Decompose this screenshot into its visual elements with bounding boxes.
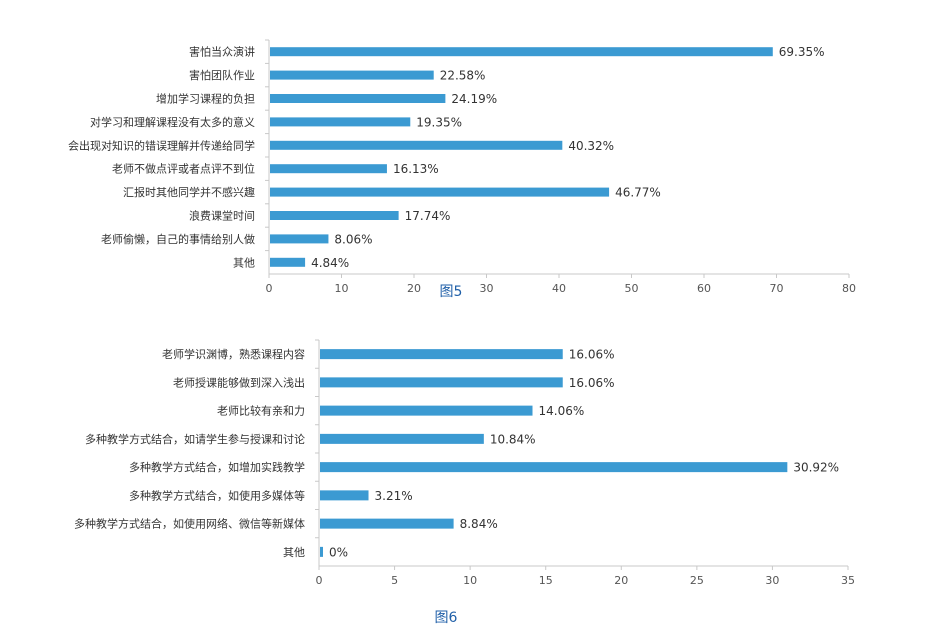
category-label: 会出现对知识的错误理解并传递给同学: [68, 138, 255, 152]
bar: [270, 211, 399, 220]
x-tick-label: 10: [463, 574, 477, 587]
bar: [270, 140, 563, 150]
bar: [270, 117, 411, 127]
bar: [320, 462, 788, 473]
category-label: 害怕当众演讲: [189, 45, 255, 59]
x-tick-label: 15: [539, 574, 553, 587]
category-label: 老师学识渊博，熟悉课程内容: [162, 347, 305, 361]
category-label: 浪费课堂时间: [189, 209, 255, 223]
bar: [270, 164, 387, 174]
x-tick-label: 20: [407, 282, 421, 295]
value-label: 8.06%: [334, 232, 372, 246]
value-label: 19.35%: [416, 115, 462, 129]
x-tick-label: 70: [770, 282, 784, 295]
bar: [320, 405, 533, 416]
bar: [270, 94, 446, 103]
bar: [270, 47, 773, 57]
x-tick-label: 30: [480, 282, 494, 295]
bar: [320, 518, 454, 529]
value-label: 0%: [329, 545, 348, 559]
category-label: 其他: [283, 546, 305, 559]
value-label: 16.06%: [569, 376, 615, 390]
bar: [270, 234, 329, 244]
bar: [320, 546, 323, 557]
bar: [320, 490, 369, 501]
category-label: 多种教学方式结合，如使用网络、微信等新媒体: [74, 517, 305, 531]
x-tick-label: 0: [266, 282, 273, 295]
x-tick-label: 60: [697, 282, 711, 295]
category-label: 老师比较有亲和力: [217, 404, 305, 418]
category-label: 其他: [233, 256, 255, 269]
x-tick-label: 50: [625, 282, 639, 295]
category-label: 对学习和理解课程没有太多的意义: [90, 115, 255, 129]
value-label: 30.92%: [793, 461, 839, 475]
category-label: 老师授课能够做到深入浅出: [173, 375, 305, 389]
bar: [270, 187, 610, 197]
x-tick-label: 30: [765, 574, 779, 587]
category-label: 多种教学方式结合，如使用多媒体等: [129, 488, 305, 502]
value-label: 69.35%: [779, 45, 825, 59]
bar: [320, 349, 563, 360]
value-label: 14.06%: [539, 404, 585, 418]
category-label: 老师偷懒，自己的事情给别人做: [101, 232, 255, 246]
x-tick-label: 25: [690, 574, 704, 587]
category-label: 增加学习课程的负担: [156, 92, 255, 106]
bar: [320, 433, 484, 444]
bar: [270, 257, 306, 267]
category-label: 多种教学方式结合，如增加实践教学: [129, 460, 305, 474]
x-tick-label: 0: [316, 574, 323, 587]
x-tick-label: 35: [841, 574, 855, 587]
value-label: 16.06%: [569, 348, 615, 362]
figure-caption: 图6: [435, 610, 458, 626]
value-label: 4.84%: [311, 256, 349, 270]
x-tick-label: 10: [335, 282, 349, 295]
x-tick-label: 20: [614, 574, 628, 587]
value-label: 24.19%: [451, 92, 497, 106]
value-label: 3.21%: [375, 489, 413, 503]
value-label: 40.32%: [568, 139, 614, 153]
value-label: 10.84%: [490, 432, 536, 446]
value-label: 17.74%: [405, 209, 451, 223]
category-label: 多种教学方式结合，如请学生参与授课和讨论: [85, 432, 305, 446]
bar: [270, 70, 434, 80]
bar: [320, 377, 563, 388]
category-label: 害怕团队作业: [189, 68, 255, 82]
chart-figure-5: 0 10 20 30 40 50 60 70 80 害怕当众演讲 69.35% 害怕团队作业 22.58…: [68, 39, 856, 300]
value-label: 46.77%: [615, 186, 661, 200]
chart-figure-6: 0 5 10 15 20 25 30 35 老师学识渊博，熟悉课程内容 16.06% 老师授课能够做…: [74, 339, 855, 626]
value-label: 22.58%: [440, 69, 486, 83]
x-tick-label: 40: [552, 282, 566, 295]
x-tick-label: 80: [842, 282, 856, 295]
figure-caption: 图5: [440, 284, 463, 300]
category-label: 汇报时其他同学并不感兴趣: [123, 185, 255, 199]
category-label: 老师不做点评或者点评不到位: [112, 162, 255, 176]
value-label: 16.13%: [393, 162, 439, 176]
x-tick-label: 5: [391, 574, 398, 587]
value-label: 8.84%: [460, 517, 498, 531]
